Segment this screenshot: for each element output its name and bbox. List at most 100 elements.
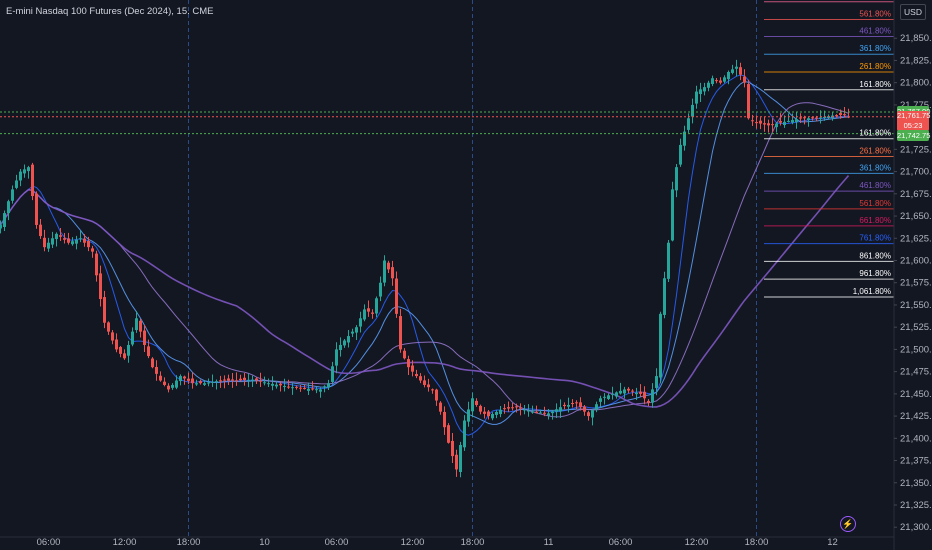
fib-level-label: 261.80% (859, 62, 891, 71)
candle-body (547, 413, 550, 416)
candle-body (695, 91, 698, 104)
candle-body (327, 383, 330, 388)
price-tick-label: 21,850.00 (900, 33, 932, 44)
price-tick-label: 21,725.00 (900, 144, 932, 155)
candle-body (779, 121, 782, 123)
price-tick-label: 21,675.00 (900, 189, 932, 200)
candle-body (247, 379, 250, 381)
candle-body (671, 189, 674, 241)
candle-body (415, 374, 418, 377)
time-tick-label: 12:00 (401, 537, 425, 548)
moving-average-ma_slow (0, 102, 849, 418)
candle-body (283, 386, 286, 388)
time-tick-label: 06:00 (609, 537, 633, 548)
candle-body (183, 376, 186, 379)
candle-body (591, 410, 594, 418)
candle-body (839, 112, 842, 115)
candle-body (187, 378, 190, 381)
candle-body (639, 391, 642, 394)
candle-body (0, 224, 2, 229)
fib-level-label: 561.80% (859, 199, 891, 208)
fib-level-label: 1,061.80% (853, 287, 891, 296)
candle-body (207, 382, 210, 384)
candle-body (131, 331, 134, 345)
candle-body (683, 131, 686, 146)
candle-body (455, 454, 458, 470)
candle-body (803, 117, 806, 119)
candle-body (75, 239, 78, 244)
candle-body (51, 238, 54, 245)
price-tick-label: 21,325.00 (900, 500, 932, 511)
candle-body (383, 260, 386, 283)
candle-body (155, 366, 158, 374)
candle-body (811, 117, 814, 119)
currency-selector[interactable]: USD (900, 4, 926, 20)
candle-body (11, 189, 14, 201)
candle-body (163, 381, 166, 385)
candle-body (655, 376, 658, 388)
candle-body (579, 402, 582, 408)
price-tick-label: 21,825.00 (900, 55, 932, 66)
price-tick-label: 21,800.00 (900, 78, 932, 89)
candle-body (123, 353, 126, 359)
candle-body (611, 393, 614, 395)
time-tick-label: 18:00 (745, 537, 769, 548)
candle-body (159, 375, 162, 381)
candle-body (71, 241, 74, 245)
fib-level-label: 961.80% (859, 269, 891, 278)
candle-body (287, 386, 290, 388)
candle-body (631, 390, 634, 392)
fib-level-label: 161.80% (859, 80, 891, 89)
candle-body (763, 123, 766, 125)
candle-body (483, 411, 486, 414)
candle-body (795, 119, 798, 123)
candle-body (251, 379, 254, 381)
candle-body (67, 238, 70, 243)
candle-body (467, 409, 470, 422)
candle-body (767, 123, 770, 126)
candle-body (599, 398, 602, 402)
lightning-icon[interactable]: ⚡ (840, 516, 856, 532)
candle-body (335, 349, 338, 366)
fib-level-label: 461.80% (859, 181, 891, 190)
candle-body (143, 330, 146, 345)
fib-level-label: 361.80% (859, 163, 891, 172)
candle-body (371, 312, 374, 314)
candle-body (519, 407, 522, 409)
candle-body (99, 273, 102, 300)
candle-body (19, 171, 22, 181)
candle-body (411, 365, 414, 372)
candle-body (307, 388, 310, 391)
candle-body (451, 440, 454, 457)
price-tick-label: 21,775.00 (900, 100, 932, 111)
candle-body (447, 425, 450, 443)
candle-body (707, 82, 710, 88)
price-tick-label: 21,375.00 (900, 456, 932, 467)
candle-body (271, 383, 274, 386)
time-tick-label: 11 (544, 537, 554, 548)
price-tick-label: 21,650.00 (900, 211, 932, 222)
candle-body (315, 389, 318, 391)
candle-body (43, 237, 46, 248)
price-tick-label: 21,500.00 (900, 344, 932, 355)
candle-body (95, 253, 98, 276)
candle-body (23, 169, 26, 174)
candle-body (491, 414, 494, 419)
time-tick-label: 06:00 (37, 537, 61, 548)
candle-body (699, 89, 702, 95)
candle-body (239, 378, 242, 381)
candle-body (619, 390, 622, 394)
candle-body (783, 121, 786, 126)
candle-body (711, 78, 714, 85)
price-tick-label: 21,425.00 (900, 411, 932, 422)
candle-body (815, 117, 818, 119)
candle-body (747, 84, 750, 119)
candle-body (595, 404, 598, 410)
candle-body (171, 384, 174, 388)
candle-body (231, 379, 234, 381)
candle-body (583, 406, 586, 412)
time-tick-label: 12:00 (113, 537, 137, 548)
candle-body (787, 120, 790, 122)
candle-body (627, 388, 630, 391)
